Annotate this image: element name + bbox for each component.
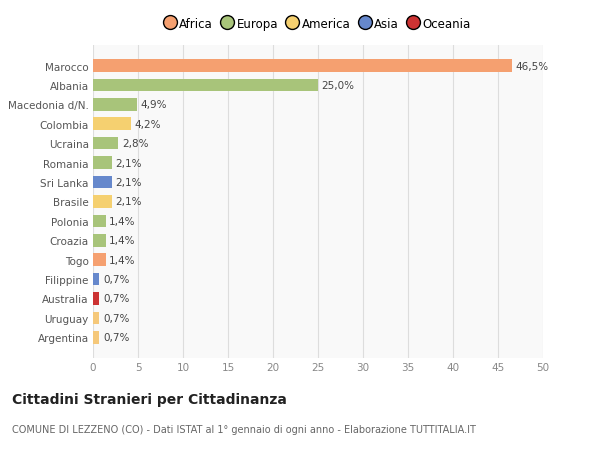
Bar (93, 60, 511, 73)
Bar (93, 331, 100, 344)
Bar (93, 79, 318, 92)
Text: 2,1%: 2,1% (115, 178, 142, 188)
Text: Cittadini Stranieri per Cittadinanza: Cittadini Stranieri per Cittadinanza (12, 392, 287, 406)
Bar (93, 176, 112, 189)
Text: 1,4%: 1,4% (109, 255, 136, 265)
Bar (93, 99, 137, 112)
Text: 25,0%: 25,0% (322, 81, 355, 91)
Text: 2,1%: 2,1% (115, 158, 142, 168)
Bar (93, 118, 131, 131)
Bar (93, 254, 106, 266)
Bar (93, 292, 100, 305)
Text: 2,1%: 2,1% (115, 197, 142, 207)
Bar (93, 273, 100, 286)
Text: 1,4%: 1,4% (109, 236, 136, 246)
Text: 1,4%: 1,4% (109, 216, 136, 226)
Text: 2,8%: 2,8% (122, 139, 148, 149)
Bar (93, 157, 112, 169)
Bar (93, 196, 112, 208)
Bar (93, 138, 118, 150)
Text: 0,7%: 0,7% (103, 294, 129, 304)
Text: 0,7%: 0,7% (103, 313, 129, 323)
Text: COMUNE DI LEZZENO (CO) - Dati ISTAT al 1° gennaio di ogni anno - Elaborazione TU: COMUNE DI LEZZENO (CO) - Dati ISTAT al 1… (12, 425, 476, 435)
Text: 4,2%: 4,2% (134, 119, 161, 129)
Text: 46,5%: 46,5% (515, 62, 548, 71)
Text: 4,9%: 4,9% (140, 100, 167, 110)
Text: 0,7%: 0,7% (103, 274, 129, 285)
Bar (93, 312, 100, 325)
Text: 0,7%: 0,7% (103, 333, 129, 342)
Bar (93, 235, 106, 247)
Legend: Africa, Europa, America, Asia, Oceania: Africa, Europa, America, Asia, Oceania (161, 14, 475, 34)
Bar (93, 215, 106, 228)
